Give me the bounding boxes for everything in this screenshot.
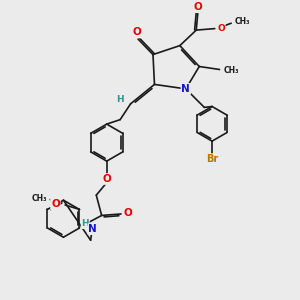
Text: O: O	[217, 23, 225, 32]
Text: O: O	[123, 208, 132, 218]
Text: O: O	[194, 2, 202, 12]
Text: Br: Br	[206, 154, 218, 164]
Text: N: N	[182, 84, 190, 94]
Text: CH₃: CH₃	[235, 17, 250, 26]
Text: CH₃: CH₃	[224, 66, 239, 75]
Text: H: H	[81, 219, 89, 228]
Text: CH₃: CH₃	[31, 194, 46, 202]
Text: N: N	[88, 224, 97, 234]
Text: O: O	[102, 174, 111, 184]
Text: O: O	[51, 200, 60, 209]
Text: H: H	[116, 95, 124, 104]
Text: O: O	[132, 28, 141, 38]
